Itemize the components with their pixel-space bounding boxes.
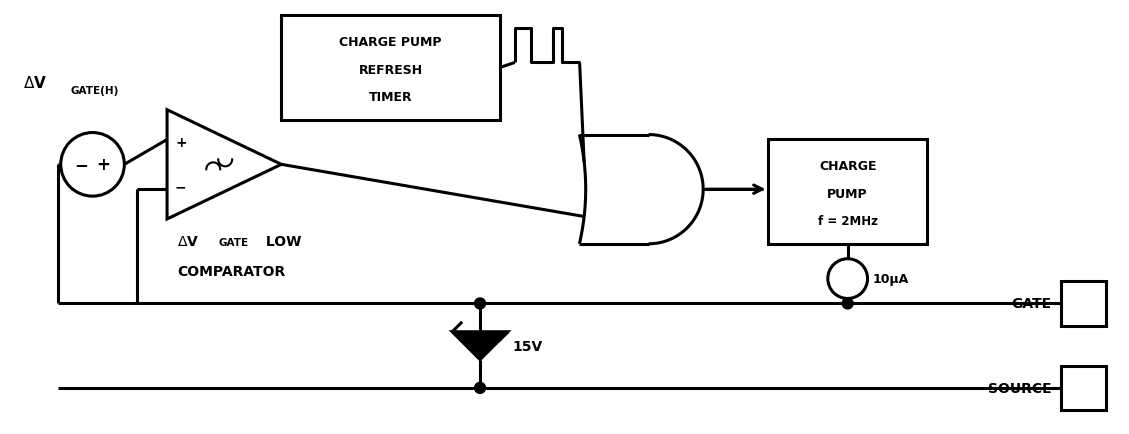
- Text: 15V: 15V: [513, 339, 543, 353]
- Text: −: −: [75, 156, 88, 174]
- Text: GATE: GATE: [1012, 297, 1051, 311]
- Polygon shape: [453, 332, 508, 360]
- Text: GATE(H): GATE(H): [71, 85, 119, 95]
- Text: TIMER: TIMER: [369, 91, 412, 104]
- Text: $\Delta$V: $\Delta$V: [177, 234, 199, 248]
- Text: +: +: [96, 156, 111, 174]
- Text: COMPARATOR: COMPARATOR: [177, 264, 286, 278]
- Text: −: −: [175, 180, 186, 194]
- Text: PUMP: PUMP: [828, 188, 868, 201]
- Circle shape: [474, 382, 485, 394]
- Text: CHARGE PUMP: CHARGE PUMP: [340, 36, 441, 49]
- Bar: [1061, 366, 1106, 410]
- Text: REFRESH: REFRESH: [359, 64, 422, 77]
- Bar: [281, 16, 500, 120]
- Text: SOURCE: SOURCE: [988, 381, 1051, 395]
- Text: f = 2MHz: f = 2MHz: [817, 215, 877, 228]
- Text: LOW: LOW: [262, 234, 301, 248]
- Circle shape: [828, 259, 867, 299]
- Text: 10μA: 10μA: [873, 273, 909, 286]
- Text: $\Delta$V: $\Delta$V: [23, 75, 47, 91]
- Bar: [1061, 281, 1106, 326]
- Circle shape: [842, 298, 854, 309]
- Circle shape: [474, 298, 485, 309]
- Text: +: +: [175, 136, 186, 150]
- Text: CHARGE: CHARGE: [819, 160, 876, 173]
- Text: GATE: GATE: [219, 237, 248, 247]
- Circle shape: [61, 133, 124, 197]
- Bar: [768, 140, 927, 244]
